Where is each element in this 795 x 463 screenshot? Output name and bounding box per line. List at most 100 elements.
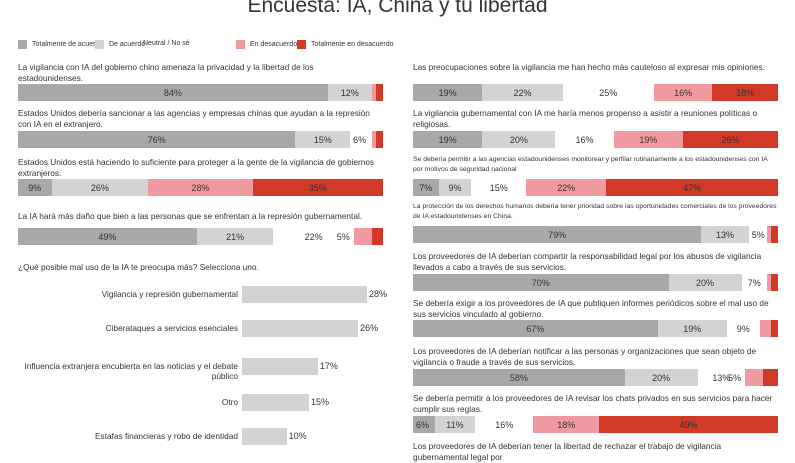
bar-segment: 5% <box>337 228 373 245</box>
category-label: Ciberataques a servicios esenciales <box>105 323 238 333</box>
bar-segment <box>770 274 778 291</box>
bar-value-label: 58% <box>509 372 528 383</box>
bar-segment: 5% <box>748 226 768 243</box>
legend-item: Totalmente en desacuerdo <box>297 40 394 49</box>
bar-value-label: 6% <box>416 419 430 430</box>
bar-value-label: 15% <box>489 182 508 193</box>
bar-value-label: 18% <box>557 419 576 430</box>
legend-label: Neutral / No sé <box>143 40 190 47</box>
bar-segment: 49% <box>599 416 778 433</box>
bar-segment: 22% <box>526 179 607 196</box>
stacked-bar: 84% 12% <box>18 84 383 101</box>
bar-segment: 79% <box>413 226 702 243</box>
bar-value-label: 47% <box>683 182 702 193</box>
stacked-bar: 49% 21% 22% 5% <box>18 228 383 245</box>
page-title: Encuesta: IA, China y tu libertad <box>247 0 548 17</box>
bar-value-label: 13% <box>716 229 735 240</box>
bar-segment: 13% <box>701 226 749 243</box>
legend-item: Totalmente de acuerdo <box>18 40 103 49</box>
bar-segment: 11% <box>434 416 476 433</box>
bar-value-label: 49% <box>679 419 698 430</box>
survey-question: La vigilancia con IA del gobierno chino … <box>18 62 314 83</box>
bar-segment: 19% <box>413 131 483 148</box>
bar-segment: 5% <box>728 369 764 386</box>
survey-question: Estados Unidos está haciendo lo suficien… <box>18 157 375 178</box>
bar-segment: 15% <box>295 131 351 148</box>
bar-segment: 18% <box>712 84 778 101</box>
bar-segment: 47% <box>606 179 778 196</box>
survey-question: Estados Unidos debería sancionar a las a… <box>18 108 370 129</box>
stacked-bar: 70% 20% 7% <box>413 274 778 291</box>
category-label: Otro <box>221 397 238 407</box>
bar-value-label: 26% <box>721 134 740 145</box>
bar-value-label: 25% <box>599 87 618 98</box>
bar-value-label: 21% <box>226 231 245 242</box>
bar-value-label: 79% <box>548 229 567 240</box>
bar-segment: 19% <box>657 320 727 337</box>
bar-value-label: 22% <box>557 182 576 193</box>
legend-label: En desacuerdo <box>250 41 298 48</box>
bar-segment <box>371 84 376 101</box>
bar-segment: 49% <box>18 228 197 245</box>
bar-value-label: 15% <box>310 397 329 407</box>
stacked-bar: 58% 20% 13% 5% <box>413 369 778 386</box>
bar-value-label: 20% <box>652 372 671 383</box>
bar-segment <box>770 320 778 337</box>
legend-label: Totalmente de acuerdo <box>32 41 104 48</box>
bar-segment <box>767 274 771 291</box>
bar-value-label: 26% <box>90 182 109 193</box>
legend-item: Neutral / No sé <box>143 40 190 47</box>
bar-value-label: 11% <box>446 419 464 430</box>
bar-segment: 20% <box>624 369 698 386</box>
bar-value-label: 20% <box>695 277 714 288</box>
bar-value-label: 16% <box>495 419 514 430</box>
bar-value-label: 22% <box>304 231 323 242</box>
bar-value-label: 18% <box>736 87 755 98</box>
bar-value-label: 28% <box>191 182 210 193</box>
bar-value-label: 13% <box>712 372 731 383</box>
bar-value-label: 17% <box>319 361 338 371</box>
bar-segment: 20% <box>482 131 556 148</box>
stacked-bar: 6% 11% 16% 18% 49% <box>413 416 778 433</box>
bar-value-label: 5% <box>751 229 765 240</box>
bar-segment <box>767 226 771 243</box>
bar-segment <box>375 84 383 101</box>
bar-value-label: 16% <box>575 134 594 145</box>
survey-question: Las preocupaciones sobre la vigilancia m… <box>413 62 765 72</box>
bar-value-label: 15% <box>313 134 332 145</box>
bar-value-label: 9% <box>28 182 42 193</box>
bar-segment <box>763 369 778 386</box>
survey-question: La IA hará más daño que bien a las perso… <box>18 211 363 221</box>
bar-segment: 18% <box>533 416 600 433</box>
bar-segment: 35% <box>252 179 383 196</box>
bar-value-label: 70% <box>531 277 550 288</box>
concern-bar <box>242 358 318 375</box>
bar-segment: 7% <box>413 179 439 196</box>
bar-value-label: 19% <box>639 134 658 145</box>
bar-segment: 26% <box>51 179 149 196</box>
stacked-bar: 76% 15% 6% <box>18 131 383 148</box>
bar-value-label: 10% <box>288 431 307 441</box>
legend-item: De acuerdo <box>95 40 145 49</box>
bar-value-label: 9% <box>736 323 750 334</box>
bar-value-label: 12% <box>340 87 359 98</box>
bar-segment: 6% <box>350 131 373 148</box>
legend-item: En desacuerdo <box>236 40 297 49</box>
category-label: Vigilancia y represión gubernamental <box>101 289 238 299</box>
bar-segment: 16% <box>475 416 534 433</box>
survey-question: Los proveedores de IA deberían notificar… <box>413 346 757 367</box>
bar-segment: 21% <box>196 228 274 245</box>
survey-question: Los proveedores de IA deberían tener la … <box>413 441 722 462</box>
stacked-bar: 67% 19% 9% <box>413 320 778 337</box>
bar-segment: 6% <box>413 416 435 433</box>
bar-value-label: 22% <box>513 87 532 98</box>
bar-segment: 9% <box>726 320 760 337</box>
chart-title: ¿Qué posible mal uso de la IA te preocup… <box>18 262 259 272</box>
bar-segment: 7% <box>741 274 768 291</box>
bar-segment: 12% <box>327 84 372 101</box>
bar-segment: 13% <box>697 369 746 386</box>
bar-segment: 16% <box>653 84 713 101</box>
bar-segment <box>372 228 383 245</box>
bar-value-label: 7% <box>747 277 761 288</box>
bar-value-label: 9% <box>448 182 462 193</box>
